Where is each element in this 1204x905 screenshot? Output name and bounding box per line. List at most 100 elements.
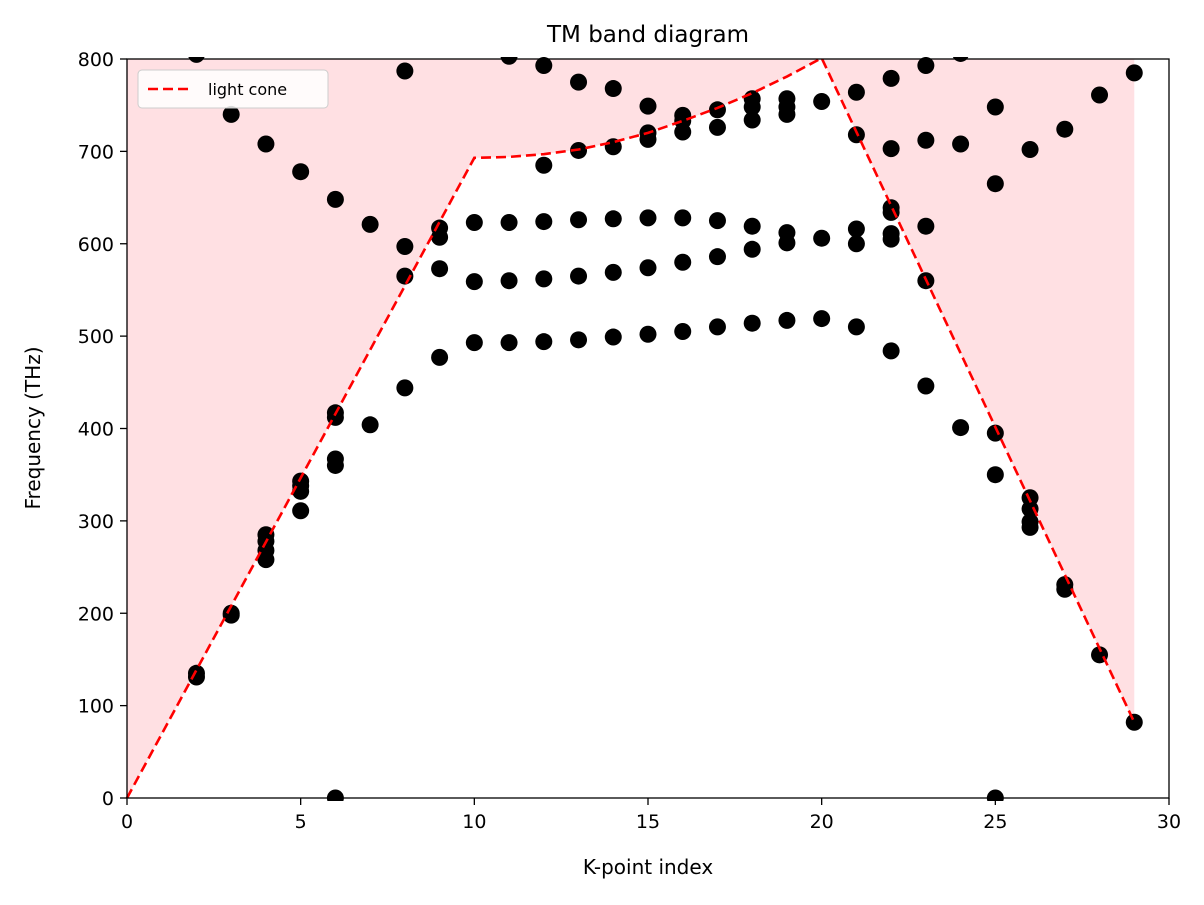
band-point xyxy=(708,318,726,336)
band-point xyxy=(1125,64,1143,82)
band-point xyxy=(639,209,657,227)
band-point xyxy=(500,272,518,290)
y-axis-ticks: 0 100 200 300 400 500 600 700 800 xyxy=(78,49,127,810)
band-point xyxy=(396,62,414,80)
x-axis-ticks: 0 5 10 15 20 25 30 xyxy=(121,798,1181,833)
band-point xyxy=(1021,489,1039,507)
band-point xyxy=(292,502,310,520)
band-point xyxy=(570,267,588,285)
light-cone-line xyxy=(125,56,1136,799)
band-point xyxy=(465,273,483,291)
band-point xyxy=(847,235,865,253)
band-point xyxy=(917,217,935,235)
x-tick-label: 5 xyxy=(295,811,307,833)
band-point xyxy=(847,318,865,336)
y-tick-label: 200 xyxy=(78,603,114,625)
band-point xyxy=(882,140,900,158)
band-point xyxy=(535,333,553,351)
band-point xyxy=(604,210,622,228)
band-point xyxy=(743,90,761,108)
band-point xyxy=(431,219,449,237)
band-point xyxy=(778,224,796,242)
x-tick-label: 0 xyxy=(121,811,133,833)
band-point xyxy=(674,106,692,124)
band-point xyxy=(257,135,275,153)
band-point xyxy=(986,466,1004,484)
band-point xyxy=(1056,120,1074,138)
band-point xyxy=(743,240,761,258)
band-point xyxy=(500,214,518,232)
band-point xyxy=(743,111,761,129)
band-point xyxy=(674,253,692,271)
band-point xyxy=(986,175,1004,193)
band-point xyxy=(292,163,310,181)
band-point xyxy=(674,323,692,341)
band-point xyxy=(778,311,796,329)
band-point xyxy=(604,80,622,98)
y-tick-label: 800 xyxy=(78,49,114,71)
band-point xyxy=(535,156,553,174)
band-point xyxy=(639,259,657,277)
band-point xyxy=(708,248,726,266)
x-tick-label: 15 xyxy=(636,811,660,833)
band-point xyxy=(986,98,1004,116)
band-point xyxy=(813,310,831,328)
x-tick-label: 25 xyxy=(983,811,1007,833)
band-point xyxy=(917,131,935,149)
band-point xyxy=(1091,86,1109,104)
band-point xyxy=(257,551,275,569)
band-point xyxy=(778,90,796,108)
x-tick-label: 20 xyxy=(810,811,834,833)
y-tick-label: 700 xyxy=(78,141,114,163)
band-point xyxy=(639,325,657,343)
band-point xyxy=(570,211,588,229)
band-point xyxy=(882,225,900,243)
light-cone-fill-region xyxy=(127,58,1135,799)
band-point xyxy=(570,331,588,349)
band-point xyxy=(847,220,865,238)
band-point xyxy=(882,199,900,217)
band-point xyxy=(952,135,970,153)
band-point xyxy=(917,377,935,395)
band-point xyxy=(535,270,553,288)
band-point xyxy=(1021,513,1039,531)
band-point xyxy=(708,212,726,230)
band-point xyxy=(847,83,865,101)
y-tick-label: 300 xyxy=(78,511,114,533)
band-point xyxy=(396,379,414,397)
y-axis-label: Frequency (THz) xyxy=(21,346,45,509)
band-point xyxy=(708,118,726,136)
band-point xyxy=(361,215,379,233)
band-point xyxy=(743,314,761,332)
band-point xyxy=(500,334,518,352)
band-point xyxy=(882,342,900,360)
band-point xyxy=(431,348,449,366)
band-point xyxy=(222,606,240,624)
band-point xyxy=(813,92,831,110)
band-point xyxy=(1125,713,1143,731)
band-points xyxy=(187,57,1143,801)
band-point xyxy=(535,213,553,231)
band-point xyxy=(604,263,622,281)
y-tick-label: 0 xyxy=(102,788,114,810)
band-point xyxy=(917,57,935,74)
band-point xyxy=(1021,141,1039,159)
band-point xyxy=(465,334,483,352)
x-tick-label: 10 xyxy=(462,811,486,833)
band-point xyxy=(674,209,692,227)
band-point xyxy=(882,69,900,87)
x-tick-label: 30 xyxy=(1157,811,1181,833)
band-point xyxy=(1056,576,1074,594)
band-point xyxy=(743,217,761,235)
band-point xyxy=(396,238,414,256)
y-tick-label: 100 xyxy=(78,696,114,718)
band-point xyxy=(952,419,970,437)
x-axis-label: K-point index xyxy=(583,855,713,879)
band-point xyxy=(639,97,657,115)
y-tick-label: 600 xyxy=(78,234,114,256)
band-point xyxy=(222,105,240,123)
band-point xyxy=(570,73,588,91)
chart-title: TM band diagram xyxy=(546,22,749,48)
